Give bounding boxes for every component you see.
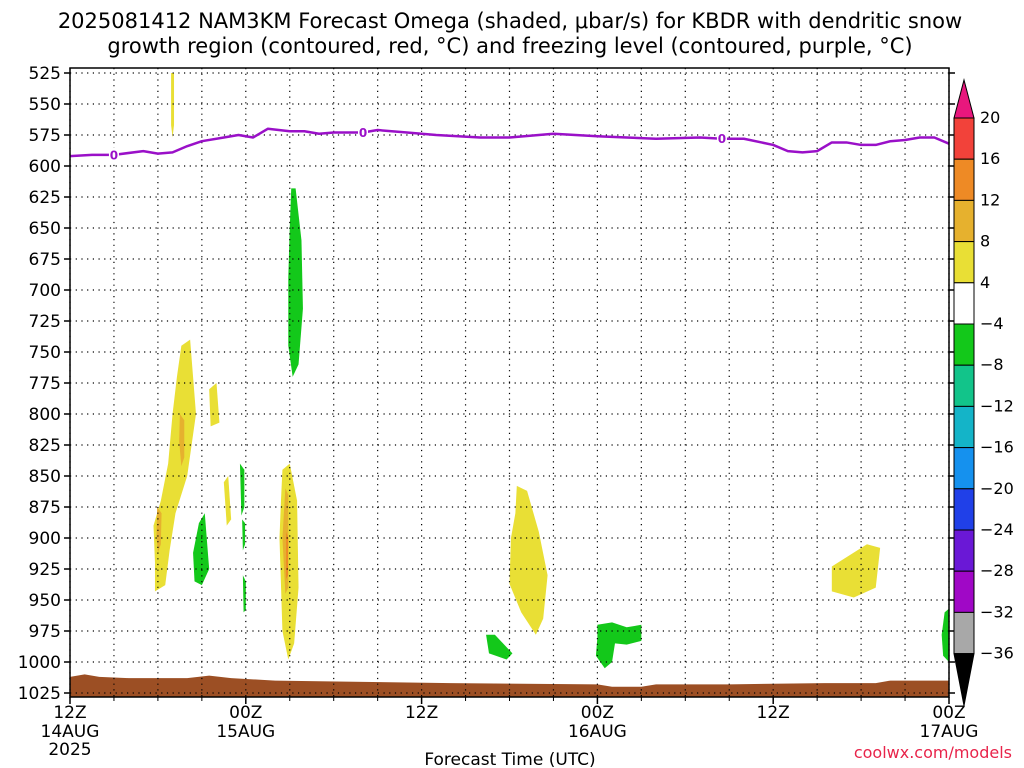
- colorbar-level-label: 4: [980, 273, 990, 292]
- x-tick-label: 00Z: [581, 703, 614, 723]
- y-tick-label: 925: [29, 560, 61, 580]
- colorbar-bin: [953, 199, 975, 243]
- y-tick-label: 550: [29, 95, 61, 115]
- colorbar-bin: [953, 529, 975, 572]
- y-tick-label: 750: [29, 343, 61, 363]
- colorbar-level-label: 8: [980, 232, 990, 251]
- colorbar-bin: [953, 488, 975, 531]
- colorbar-bin: [953, 570, 975, 613]
- colorbar-bin: [953, 447, 975, 490]
- freezing-level-label: 0: [718, 132, 726, 146]
- colorbar-level-label: 16: [980, 149, 1000, 168]
- omega-region-6: [193, 513, 210, 586]
- y-tick-label: 725: [29, 312, 61, 332]
- y-tick-label: 825: [29, 436, 61, 456]
- freezing-label-bg: [108, 147, 119, 162]
- x-tick-date: 17AUG: [920, 722, 979, 742]
- freezing-label-bg: [716, 131, 727, 146]
- omega-region-0: [171, 73, 175, 138]
- omega-region-1: [153, 339, 196, 592]
- freezing-level-contour: 0 0 0: [69, 125, 950, 162]
- x-axis-label: Forecast Time (UTC): [424, 750, 595, 768]
- x-tick-date: 14AUG: [41, 722, 100, 742]
- omega-region-17: [831, 544, 881, 598]
- omega-region-5: [223, 476, 232, 526]
- freezing-level-line: [69, 127, 950, 158]
- x-tick-label: 00Z: [229, 703, 262, 723]
- colorbar-bin: [953, 405, 975, 449]
- omega-region-15: [486, 634, 513, 660]
- omega-region-14: [509, 485, 548, 635]
- colorbar-bin: [953, 282, 975, 325]
- freezing-level-label: 0: [110, 148, 118, 162]
- colorbar-level-label: −20: [980, 479, 1014, 498]
- x-tick-year: 2025: [48, 740, 91, 760]
- omega-region-16: [595, 622, 642, 669]
- y-tick-label: 900: [29, 529, 61, 549]
- colorbar-level-label: −8: [980, 355, 1004, 374]
- omega-regions: [153, 73, 949, 669]
- colorbar-level-label: −32: [980, 602, 1014, 621]
- colorbar-bin: [953, 364, 975, 407]
- omega-region-4: [209, 383, 220, 427]
- y-tick-label: 875: [29, 498, 61, 518]
- omega-region-8: [242, 519, 246, 551]
- terrain-fill: [70, 674, 949, 697]
- terrain-layer: [70, 674, 949, 697]
- y-tick-label: 575: [29, 126, 61, 146]
- y-tick-label: 1025: [18, 684, 61, 704]
- freezing-level-label: 0: [359, 126, 367, 140]
- freezing-label-bg: [358, 125, 368, 140]
- omega-region-13: [288, 188, 303, 377]
- y-tick-label: 675: [29, 250, 61, 270]
- y-tick-label: 700: [29, 281, 61, 301]
- omega-region-10: [279, 463, 299, 660]
- y-tick-label: 850: [29, 467, 61, 487]
- chart-title-line1: 2025081412 NAM3KM Forecast Omega (shaded…: [58, 9, 962, 33]
- x-tick-date: 16AUG: [568, 722, 627, 742]
- omega-region-18: [941, 608, 949, 662]
- colorbar-bin: [953, 241, 975, 284]
- colorbar-level-label: 12: [980, 190, 1000, 209]
- y-tick-label: 800: [29, 405, 61, 425]
- y-tick-label: 525: [29, 64, 61, 84]
- omega-region-9: [242, 575, 246, 613]
- x-tick-label: 12Z: [53, 703, 86, 723]
- x-tick-label: 12Z: [757, 703, 790, 723]
- colorbar-bin: [953, 117, 975, 160]
- credit-text: coolwx.com/models: [854, 743, 1012, 762]
- y-tick-label: 950: [29, 591, 61, 611]
- x-tick-date: 15AUG: [216, 722, 275, 742]
- y-axis: 525 550 575 600 625 650 675 700 725 750 775 800 825 8…: [18, 64, 955, 704]
- colorbar-level-label: −24: [980, 520, 1014, 539]
- chart-title-line2: growth region (contoured, red, °C) and f…: [107, 34, 912, 58]
- colorbar-level-label: −4: [980, 314, 1004, 333]
- colorbar-bin: [953, 323, 975, 366]
- colorbar-level-label: −12: [980, 396, 1014, 415]
- y-tick-label: 975: [29, 622, 61, 642]
- x-tick-label: 00Z: [932, 703, 965, 723]
- colorbar-bin: [953, 78, 975, 119]
- omega-region-3: [179, 414, 185, 467]
- y-tick-label: 1000: [18, 653, 61, 673]
- colorbar-level-label: −16: [980, 438, 1014, 457]
- grid-lines: [69, 68, 950, 697]
- y-tick-label: 775: [29, 374, 61, 394]
- y-tick-label: 600: [29, 157, 61, 177]
- colorbar-bin: [953, 653, 975, 706]
- x-tick-label: 12Z: [405, 703, 438, 723]
- omega-region-12: [286, 531, 289, 579]
- omega-region-7: [239, 463, 245, 516]
- colorbar-bin: [953, 611, 975, 655]
- y-tick-label: 625: [29, 188, 61, 208]
- y-tick-label: 650: [29, 219, 61, 239]
- colorbar-level-label: −36: [980, 644, 1014, 663]
- colorbar-level-label: −28: [980, 561, 1014, 580]
- colorbar-bin: [953, 158, 975, 201]
- colorbar-level-label: 20: [980, 108, 1000, 127]
- colorbar: 20 16 12 8 4 −4 −8 −12 −16 −20 −24 −28 −32 −36: [953, 78, 1014, 706]
